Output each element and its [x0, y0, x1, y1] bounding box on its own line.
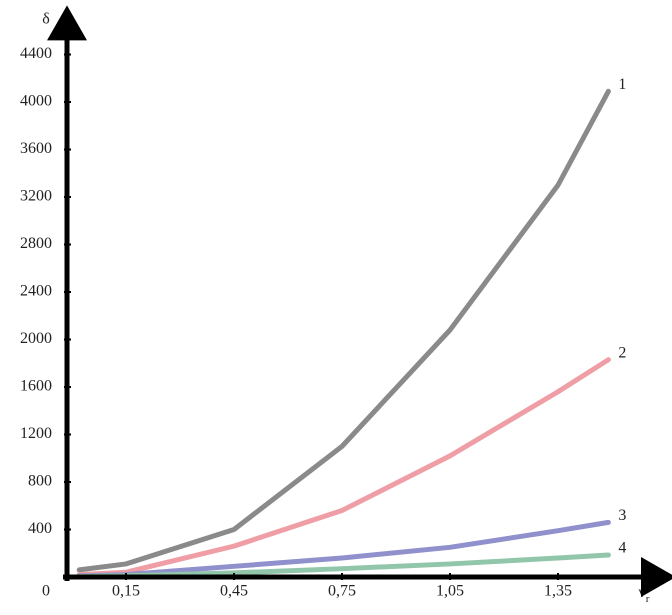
line-series	[76, 357, 611, 578]
x-tick-label: 0,15	[112, 583, 140, 600]
y-tick-label: 4400	[20, 45, 52, 62]
series-label: 4	[618, 540, 626, 557]
x-tick-label: 1,05	[436, 583, 464, 600]
y-tick-label: 1600	[20, 378, 52, 395]
y-tick-label: 4000	[20, 93, 52, 110]
y-tick-label: 3200	[20, 188, 52, 205]
x-axis-label: νr	[639, 584, 650, 605]
y-tick-label: 0	[42, 583, 50, 600]
x-axis-label-main: ν	[639, 584, 646, 601]
series-label: 3	[618, 507, 626, 524]
x-axis-label-sub: r	[646, 593, 650, 605]
x-tick-label: 0,75	[328, 583, 356, 600]
y-tick-label: 2800	[20, 235, 52, 252]
x-tick-label: 0,45	[220, 583, 248, 600]
y-tick-label: 800	[28, 473, 52, 490]
y-tick-label: 1200	[20, 425, 52, 442]
x-tick-label: 1,35	[544, 583, 572, 600]
y-tick-label: 2400	[20, 283, 52, 300]
y-tick-label: 400	[28, 520, 52, 537]
y-tick-label: 3600	[20, 140, 52, 157]
y-axis-label: δ	[42, 11, 50, 28]
y-tick-label: 2000	[20, 330, 52, 347]
series-label: 1	[618, 76, 626, 93]
line-series	[76, 88, 611, 573]
series-label: 2	[618, 344, 626, 361]
